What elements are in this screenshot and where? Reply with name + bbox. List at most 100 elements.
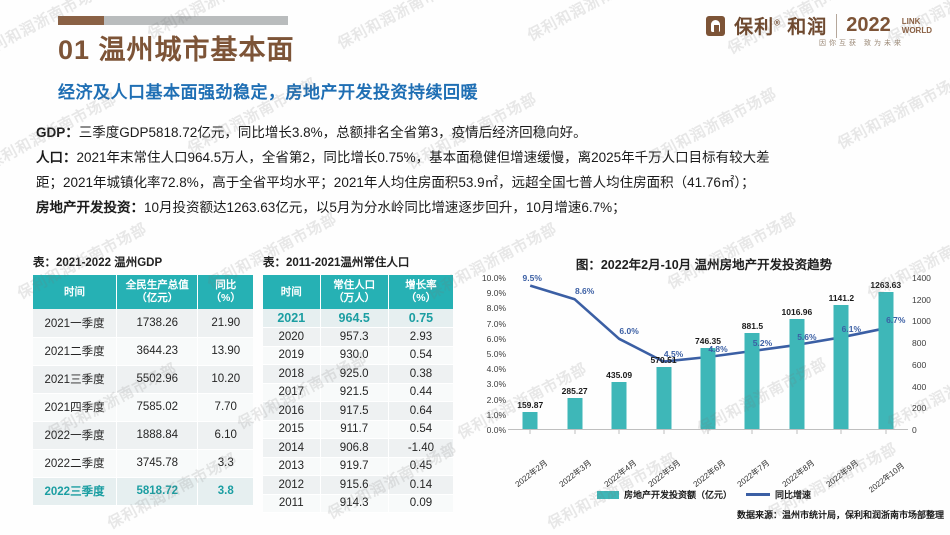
pop-cell-rate: 0.64 xyxy=(388,401,453,421)
pop-cell-rate: 0.45 xyxy=(388,457,453,476)
pop-col-rate: 增长率 （%） xyxy=(388,275,453,309)
investment-chart-panel: 图：2022年2月-10月 温州房地产开发投资趋势 10.0% 9.0% 8.0% 7… xyxy=(462,252,946,534)
pop-col-population-l1: 常住人口 xyxy=(333,279,376,291)
x-axis-tick xyxy=(529,429,531,434)
logo-brand-name: 保利® 和润 xyxy=(734,12,827,39)
chart-bar xyxy=(833,305,849,429)
y-axis-left-tick: 5.0% xyxy=(486,349,506,359)
pop-cell-population: 906.8 xyxy=(320,438,389,458)
table-row: 2019 930.0 0.54 xyxy=(263,346,453,365)
brand-logo: 保利® 和润 2022 LINK WORLD xyxy=(706,12,932,39)
gdp-cell-value: 7585.02 xyxy=(116,393,199,422)
x-axis-tick-label: 2022年3月 xyxy=(558,458,594,489)
population-table-body: 2021 964.5 0.75 2020 957.3 2.93 2019 930.0 0.54 2… xyxy=(263,309,453,513)
y-axis-right-tick: 1200 xyxy=(912,294,931,305)
gdp-cell-value: 1888.84 xyxy=(116,421,199,450)
gdp-cell-yoy: 3.3 xyxy=(197,449,253,478)
table-row: 2021一季度 1738.26 21.90 xyxy=(33,309,253,338)
pop-cell-rate: 0.75 xyxy=(388,309,453,328)
chart-line-value-label: 9.5% xyxy=(522,272,542,283)
pop-cell-population: 919.7 xyxy=(320,457,389,476)
gdp-cell-value: 3644.23 xyxy=(116,337,199,366)
chart-bar xyxy=(878,291,894,429)
y-axis-left-tick: 2.0% xyxy=(486,394,506,405)
gdp-table-caption: 表：2021-2022 温州GDP xyxy=(33,257,163,269)
table-row: 2020 957.3 2.93 xyxy=(263,327,453,347)
paragraph-gdp: GDP：三季度GDP5818.72亿元，同比增长3.8%，总额排名全省第3，疫情… xyxy=(36,120,922,145)
x-axis-tick-label: 2022年7月 xyxy=(735,458,772,489)
y-axis-right-tick: 1000 xyxy=(912,316,931,327)
chart-bar-value-label: 746.35 xyxy=(695,335,721,346)
chart-plot-area: 159.87 2022年2月 285.27 2022年3月 435.09 2022年4月 5… xyxy=(508,273,908,494)
chart-bar xyxy=(522,411,538,429)
gdp-cell-period: 2021一季度 xyxy=(33,309,118,338)
paragraph-gdp-text: 三季度GDP5818.72亿元，同比增长3.8%，总额排名全省第3，疫情后经济回… xyxy=(78,125,587,140)
logo-brand-text: 保利 xyxy=(734,17,775,38)
chart-bar xyxy=(567,398,583,429)
pop-cell-population: 914.3 xyxy=(320,494,389,513)
x-axis-tick xyxy=(574,429,576,434)
x-axis-tick xyxy=(796,429,798,434)
x-axis-tick-label: 2022年6月 xyxy=(691,458,728,489)
y-axis-left-tick: 4.0% xyxy=(486,364,506,375)
pop-cell-year: 2018 xyxy=(263,364,321,384)
pop-cell-year: 2016 xyxy=(263,401,321,421)
gdp-cell-value: 5818.72 xyxy=(116,477,199,506)
pop-col-rate-l1: 增长率 xyxy=(405,279,437,291)
pop-cell-population: 921.5 xyxy=(320,383,389,402)
x-axis-tick xyxy=(707,429,709,434)
chart-line-value-label: 8.6% xyxy=(574,286,595,297)
population-table-caption: 表：2011-2021温州常住人口 xyxy=(263,257,410,269)
page-subtitle: 经济及人口基本面强劲稳定，房地产开发投资持续回暖 xyxy=(58,83,478,102)
gdp-cell-yoy: 21.90 xyxy=(197,309,253,338)
population-table-header-row: 时间 常住人口 （万人） 增长率 （%） xyxy=(263,275,453,309)
pop-cell-rate: 0.09 xyxy=(388,494,453,513)
table-row: 2015 911.7 0.54 xyxy=(263,420,453,439)
chart-line-value-label: 5.2% xyxy=(752,337,773,348)
page-title: 01 温州城市基本面 xyxy=(58,35,295,65)
legend-line-label: 同比增速 xyxy=(775,490,812,500)
gdp-col-value-l2: （亿元） xyxy=(136,292,179,304)
x-axis-tick-label: 2022年4月 xyxy=(602,458,639,489)
table-row: 2014 906.8 -1.40 xyxy=(263,438,453,458)
pop-col-population: 常住人口 （万人） xyxy=(320,275,389,309)
table-row: 2012 915.6 0.14 xyxy=(263,475,453,495)
gdp-cell-period: 2021四季度 xyxy=(33,393,118,422)
chart-bar xyxy=(700,347,716,429)
body-paragraphs: GDP：三季度GDP5818.72亿元，同比增长3.8%，总额排名全省第3，疫情… xyxy=(36,120,922,220)
population-table-panel: 表：2011-2021温州常住人口 时间 常住人口 （万人） 增长率 （%） 2… xyxy=(263,254,453,513)
pop-cell-year: 2015 xyxy=(263,420,321,439)
y-axis-left-tick: 6.0% xyxy=(486,333,506,344)
table-row: 2011 914.3 0.09 xyxy=(263,494,453,513)
chart-line-value-label: 4.8% xyxy=(708,344,728,355)
table-row: 2022一季度 1888.84 6.10 xyxy=(33,421,253,450)
gdp-cell-yoy: 7.70 xyxy=(197,393,253,422)
x-axis-tick-label: 2022年5月 xyxy=(646,458,683,489)
table-row: 2022二季度 3745.78 3.3 xyxy=(33,449,253,478)
pop-cell-population: 930.0 xyxy=(320,346,389,365)
x-axis-tick-label: 2022年9月 xyxy=(824,458,861,489)
chart-y-axis-right: 1400 1200 1000 800 600 400 200 0 xyxy=(912,273,946,435)
chart-plot: 10.0% 9.0% 8.0% 7.0% 6.0% 5.0% 4.0% 3.0% 2.0% 1.0… xyxy=(462,273,946,495)
table-row: 2016 917.5 0.64 xyxy=(263,401,453,421)
header-accent-bar xyxy=(58,16,288,25)
pop-cell-population: 957.3 xyxy=(320,327,389,347)
gdp-table-header-row: 时间 全民生产总值 （亿元） 同比 （%） xyxy=(33,275,253,309)
table-row: 2021三季度 5502.96 10.20 xyxy=(33,365,253,394)
paragraph-population-cont: 距；2021年城镇化率72.8%，高于全省平均水平；2021年人均住房面积53.… xyxy=(36,175,755,190)
logo-registered-icon: ® xyxy=(774,18,781,28)
pop-cell-population: 964.5 xyxy=(320,309,389,328)
logo-slogan: 因你互获 致为未来 xyxy=(819,40,904,47)
table-row: 2018 925.0 0.38 xyxy=(263,364,453,384)
pop-cell-rate: 0.44 xyxy=(388,383,453,402)
y-axis-right-tick: 400 xyxy=(912,381,927,392)
chart-line-value-label: 6.7% xyxy=(886,315,906,326)
chart-bar xyxy=(789,318,805,429)
y-axis-left-tick: 1.0% xyxy=(486,409,506,420)
chart-bar-value-label: 570.51 xyxy=(650,355,677,366)
pop-cell-year: 2021 xyxy=(263,309,321,328)
pop-cell-rate: 0.54 xyxy=(388,346,453,365)
chart-line-value-label: 6.1% xyxy=(841,324,862,335)
paragraph-realestate: 房地产开发投资：10月投资额达1263.63亿元，以5月为分水岭同比增速逐步回升… xyxy=(36,195,922,220)
x-axis-tick xyxy=(663,429,665,434)
